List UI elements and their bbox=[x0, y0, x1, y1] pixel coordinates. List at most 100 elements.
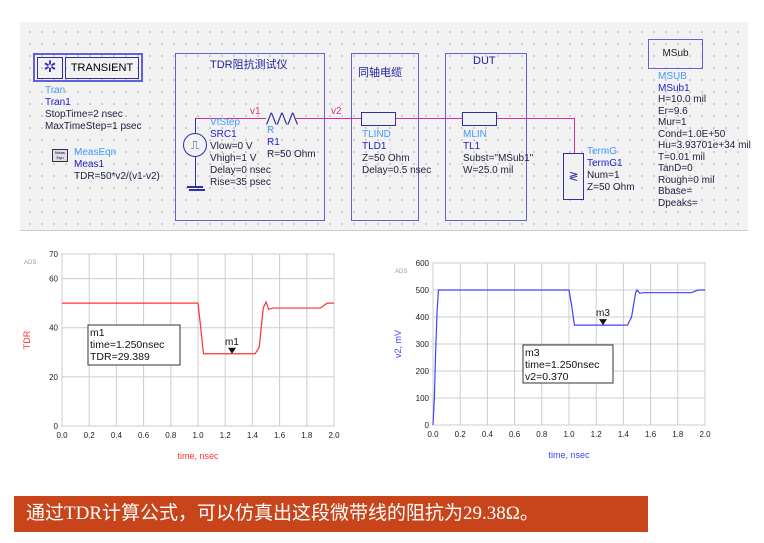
x-tick-label: 0.6 bbox=[509, 430, 521, 439]
label: Tran1 bbox=[45, 97, 71, 108]
wire bbox=[574, 118, 576, 154]
marker-readout-line: TDR=29.389 bbox=[90, 351, 150, 363]
node-label-v1: v1 bbox=[250, 106, 261, 117]
label: Vhigh=1 V bbox=[210, 153, 257, 164]
label: TanD=0 bbox=[658, 163, 693, 174]
msub-component[interactable]: MSub bbox=[648, 39, 703, 69]
label: Cond=1.0E+50 bbox=[658, 128, 726, 140]
label: VtStep bbox=[210, 117, 241, 128]
marker-readout-line: time=1.250nsec bbox=[90, 339, 164, 351]
label: Num=1 bbox=[587, 170, 620, 181]
y-tick-label: 40 bbox=[49, 324, 58, 333]
data-line bbox=[432, 288, 705, 426]
marker-label: m1 bbox=[225, 337, 239, 348]
x-tick-label: 0.0 bbox=[427, 430, 439, 439]
x-tick-label: 0.8 bbox=[165, 431, 177, 440]
x-tick-label: 1.6 bbox=[645, 430, 657, 439]
box-title: DUT bbox=[473, 55, 496, 67]
x-tick-label: 0.4 bbox=[111, 431, 123, 440]
x-tick-label: 0.2 bbox=[84, 431, 96, 440]
label: Rise=35 psec bbox=[210, 177, 271, 188]
x-tick-label: 1.0 bbox=[192, 431, 204, 440]
y-axis-label: v2, mV bbox=[393, 330, 403, 358]
label: Subst="MSub1" bbox=[463, 153, 534, 164]
label: MSub1 bbox=[658, 82, 690, 94]
y-tick-label: 100 bbox=[416, 394, 430, 403]
x-tick-label: 1.4 bbox=[247, 431, 259, 440]
step-source-icon[interactable]: ⎍ bbox=[183, 133, 207, 157]
marker-label: m3 bbox=[596, 308, 610, 319]
label: Z=50 Ohm bbox=[587, 182, 635, 193]
measeqn-icon[interactable]: Meas Eqn bbox=[52, 149, 68, 162]
x-tick-label: 0.2 bbox=[455, 430, 467, 439]
label: MaxTimeStep=1 psec bbox=[45, 121, 142, 132]
label: Delay=0 nsec bbox=[210, 165, 271, 176]
y-tick-label: 20 bbox=[49, 373, 58, 382]
label: Meas1 bbox=[74, 159, 105, 170]
x-axis-label: time, nsec bbox=[177, 451, 219, 461]
label: H=10.0 mil bbox=[658, 94, 707, 105]
label: Hu=3.93701e+34 mil bbox=[658, 140, 751, 151]
term-resistor-icon[interactable]: ≷ bbox=[563, 153, 584, 200]
label: T=0.01 mil bbox=[658, 151, 705, 163]
caption: 通过TDR计算公式，可以仿真出这段微带线的阻抗为29.38Ω。 bbox=[14, 496, 648, 532]
transient-title: TRANSIENT bbox=[65, 57, 139, 79]
data-line bbox=[62, 300, 334, 355]
label: Vlow=0 V bbox=[210, 141, 253, 152]
tdr-chart: 0.0 0.2 0.4 0.6 0.8 1.0 1.2 1.4 1.6 1.8 2.0 0 20 40 60… bbox=[22, 250, 340, 461]
label: Rough=0 mil bbox=[658, 174, 715, 186]
label: Tran bbox=[45, 85, 66, 96]
label: TLD1 bbox=[362, 141, 387, 152]
tlind-component[interactable] bbox=[361, 112, 396, 126]
x-tick-label: 2.0 bbox=[328, 431, 340, 440]
label: SRC1 bbox=[210, 129, 237, 140]
y-tick-label: 60 bbox=[49, 275, 58, 284]
node-label-v2: v2 bbox=[331, 106, 342, 117]
v2-chart: 0.0 0.2 0.4 0.6 0.8 1.0 1.2 1.4 1.6 1.8 2.0 0 100 200… bbox=[393, 259, 711, 460]
box-title: TDR阻抗测试仪 bbox=[210, 59, 288, 71]
label: W=25.0 mil bbox=[463, 165, 514, 176]
transient-component[interactable]: ✲ TRANSIENT bbox=[33, 53, 143, 82]
label: R bbox=[267, 125, 275, 136]
marker-readout-line: m1 bbox=[90, 327, 105, 339]
marker-triangle-icon bbox=[599, 319, 607, 326]
marker-readout-line: time=1.250nsec bbox=[525, 359, 599, 371]
y-tick-label: 200 bbox=[416, 367, 430, 376]
x-tick-label: 1.8 bbox=[301, 431, 313, 440]
label: MLIN bbox=[463, 129, 487, 140]
y-tick-label: 0 bbox=[54, 422, 59, 431]
label: Er=9.6 bbox=[658, 105, 688, 117]
y-tick-label: 500 bbox=[416, 286, 430, 295]
x-tick-label: 1.2 bbox=[220, 431, 232, 440]
x-tick-label: 0.4 bbox=[482, 430, 494, 439]
label: Dpeaks= bbox=[658, 197, 698, 209]
marker-readout-line: m3 bbox=[525, 347, 540, 359]
label: StopTime=2 nsec bbox=[45, 109, 123, 120]
x-tick-label: 0.0 bbox=[56, 431, 68, 440]
resistor-icon[interactable]: ⋀⋀⋀ bbox=[266, 110, 298, 125]
marker-triangle-icon bbox=[228, 347, 236, 354]
x-tick-label: 2.0 bbox=[699, 430, 711, 439]
x-tick-label: 1.6 bbox=[274, 431, 286, 440]
watermark: ADS bbox=[24, 260, 36, 266]
y-axis-label: TDR bbox=[22, 330, 32, 349]
label: TL1 bbox=[463, 141, 481, 152]
label: TermG1 bbox=[587, 158, 623, 169]
x-tick-label: 0.8 bbox=[536, 430, 548, 439]
label: Bbase= bbox=[658, 186, 693, 197]
x-axis-label: time, nsec bbox=[548, 450, 590, 460]
label: TermG bbox=[587, 146, 617, 157]
marker-readout-box bbox=[522, 344, 614, 384]
coax-box: 同轴电缆 bbox=[351, 53, 419, 221]
y-tick-label: 400 bbox=[416, 313, 430, 322]
label: Mur=1 bbox=[658, 117, 687, 128]
mlin-component[interactable] bbox=[462, 112, 497, 126]
label: Delay=0.5 nsec bbox=[362, 165, 432, 176]
x-tick-label: 1.8 bbox=[672, 430, 684, 439]
label: Z=50 Ohm bbox=[362, 153, 410, 164]
gear-icon: ✲ bbox=[37, 57, 63, 79]
y-tick-label: 0 bbox=[425, 421, 430, 430]
marker-readout-line: v2=0.370 bbox=[525, 371, 569, 383]
label: TLIND bbox=[362, 129, 391, 140]
label: R1 bbox=[267, 137, 280, 148]
